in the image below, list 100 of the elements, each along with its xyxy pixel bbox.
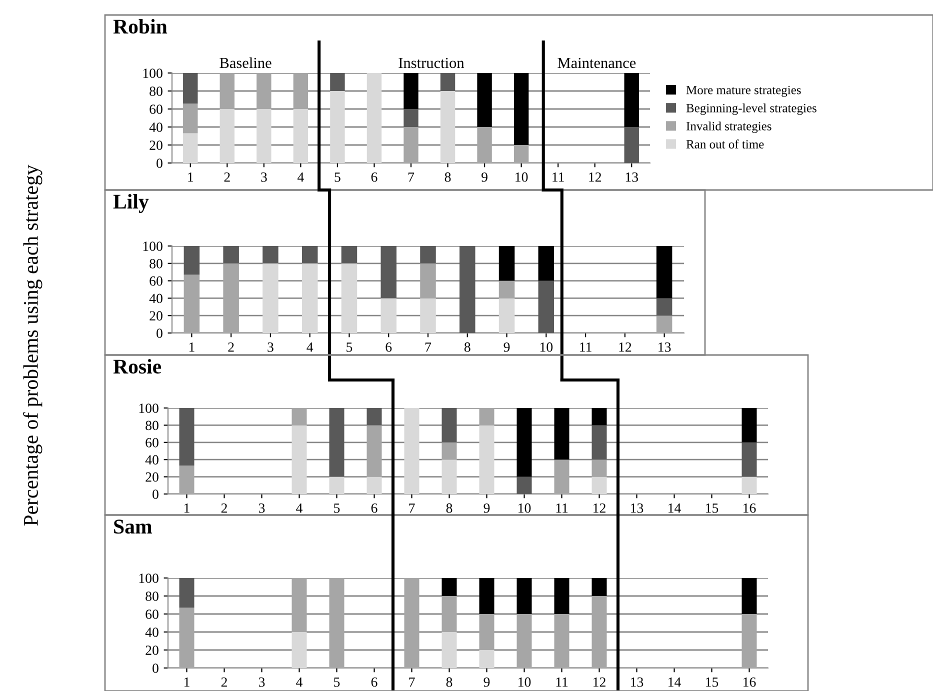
bar (538, 246, 554, 281)
bar (554, 614, 570, 668)
bar (380, 298, 396, 333)
bar (329, 408, 344, 477)
text: Baseline (220, 57, 272, 68)
y-tick-label: 60 (150, 104, 162, 114)
y-tick-label: 100 (139, 574, 158, 583)
bar (220, 109, 235, 163)
y-tick-label: 0 (152, 664, 158, 673)
bar (380, 246, 396, 298)
bar (592, 596, 607, 668)
bar (442, 442, 457, 460)
x-tick-label: 12 (594, 677, 606, 687)
y-axis-title: Percentage of problems using each strategy (23, 164, 42, 526)
bar (592, 408, 607, 426)
y-tick-label: 100 (143, 68, 162, 78)
bar (498, 246, 515, 281)
x-tick-label: 2 (221, 677, 227, 687)
bar (477, 127, 492, 163)
y-tick-label: 60 (146, 438, 158, 448)
y-tick-label: 20 (146, 646, 158, 655)
chart-title: Sam (114, 520, 152, 534)
x-tick-label: 9 (484, 677, 490, 687)
bar (624, 127, 639, 163)
x-tick-label: 10 (518, 503, 531, 513)
bar (656, 298, 672, 316)
bar (404, 73, 418, 109)
bar (341, 263, 358, 333)
x-tick-label: 12 (619, 342, 632, 352)
x-tick-label: 4 (297, 172, 304, 182)
y-tick-label: 100 (139, 404, 158, 413)
bar (293, 73, 308, 109)
bar (742, 578, 757, 614)
x-tick-label: 2 (221, 503, 227, 513)
bar (592, 425, 607, 460)
x-tick-label: 5 (334, 504, 340, 513)
bar (404, 578, 420, 668)
y-tick-label: 20 (146, 472, 158, 482)
bar (479, 650, 494, 668)
x-tick-label: 8 (464, 342, 470, 352)
x-tick-label: 13 (631, 503, 644, 513)
bar (404, 408, 420, 494)
bar (440, 91, 456, 163)
bar (624, 73, 639, 127)
x-tick-label: 12 (594, 503, 606, 513)
chart-title: Robin (113, 19, 168, 34)
bar (420, 298, 436, 333)
y-tick-label: 60 (146, 610, 158, 619)
bar (404, 109, 418, 127)
x-tick-label: 4 (296, 678, 303, 687)
bar (404, 127, 418, 163)
bar (330, 73, 345, 91)
legend-label: More mature strategies (686, 86, 801, 97)
bar (179, 466, 194, 494)
bar (592, 476, 607, 494)
x-tick-label: 13 (626, 172, 638, 182)
bar (183, 73, 198, 104)
y-tick-label: 80 (146, 592, 158, 601)
x-tick-label: 3 (258, 677, 265, 687)
x-tick-label: 15 (706, 677, 718, 687)
bar (223, 263, 239, 333)
x-tick-label: 14 (668, 677, 681, 687)
bar (460, 246, 476, 333)
x-tick-label: 3 (268, 342, 274, 352)
bar (184, 246, 200, 275)
y-tick-label: 100 (143, 242, 162, 251)
bar (179, 608, 194, 668)
bar (330, 91, 345, 163)
x-tick-label: 7 (408, 172, 414, 182)
bar (329, 578, 344, 668)
bar (220, 73, 235, 109)
y-tick-label: 80 (150, 86, 162, 96)
bar (329, 476, 344, 494)
bar (516, 614, 532, 668)
bar (479, 425, 494, 494)
x-tick-label: 11 (556, 503, 568, 513)
bar (302, 263, 318, 333)
bar (479, 408, 494, 426)
y-tick-label: 20 (150, 140, 162, 150)
bar (366, 476, 382, 494)
x-tick-label: 2 (224, 172, 230, 182)
x-tick-label: 9 (484, 503, 490, 513)
x-tick-label: 8 (446, 503, 452, 513)
x-tick-label: 11 (580, 342, 592, 352)
bar (420, 246, 436, 264)
x-tick-label: 13 (658, 342, 671, 352)
bar (514, 145, 529, 163)
bar (183, 104, 198, 134)
bar (292, 408, 307, 426)
x-tick-label: 12 (589, 172, 602, 182)
bar (442, 632, 457, 668)
x-tick-label: 11 (556, 677, 568, 687)
x-tick-label: 16 (744, 503, 756, 513)
bar (302, 246, 318, 264)
x-tick-label: 1 (184, 677, 190, 687)
bar (479, 578, 494, 614)
bar (262, 263, 278, 333)
bar (479, 614, 494, 650)
bar (516, 408, 532, 477)
bar (554, 460, 570, 494)
